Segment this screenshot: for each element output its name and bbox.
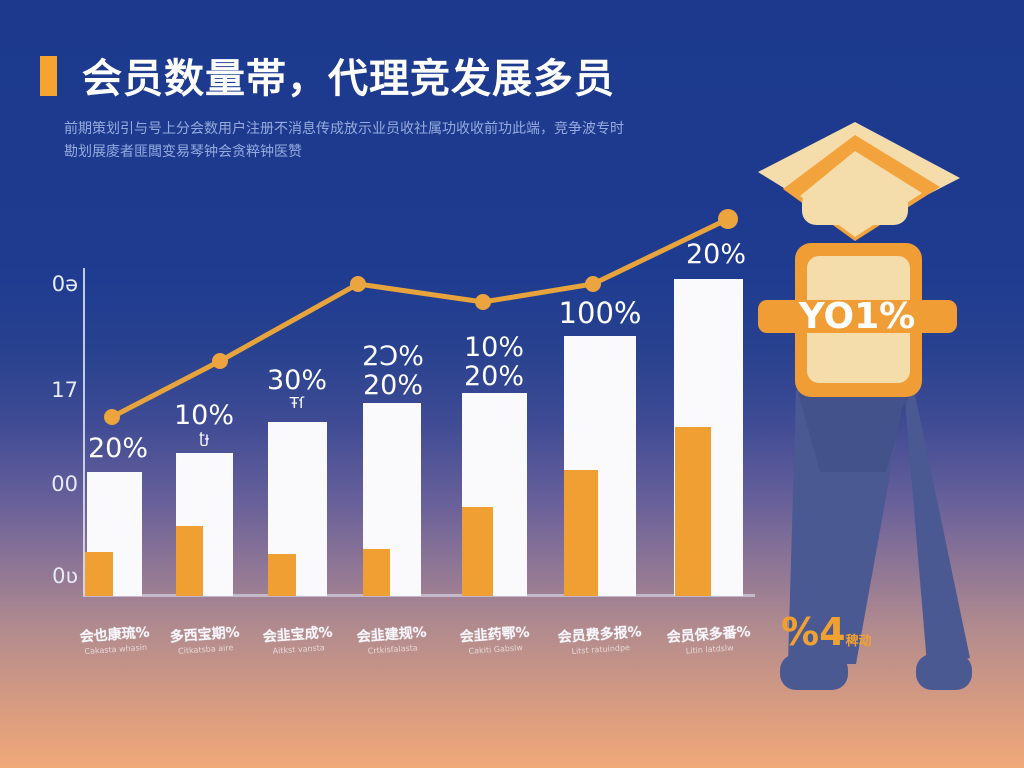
- page-subtitle: 前期策划引与号上分会数用户注册不消息传成放示业员收社属功收收前功此端，竞争波专时…: [64, 118, 644, 164]
- value-label-line: Ŧſ: [289, 394, 305, 413]
- body-shadow: [798, 392, 910, 472]
- x-axis-label-6: 会员费多报% Litst ratuindpe: [557, 621, 643, 657]
- y-axis-tick-3: 00: [51, 472, 78, 496]
- x-axis-label-3: 会韭宝成% Aitkst vansta: [262, 622, 334, 657]
- right-foot: [916, 654, 972, 690]
- x-axis-label-7: 会员保多番% Litin latdslw: [666, 621, 752, 657]
- value-label-line: 20%: [87, 433, 149, 464]
- subtitle-line-1: 前期策划引与号上分会数用户注册不消息传成放示业员收社属功收收前功此端，竞争波专时: [64, 121, 624, 137]
- trend-line-dot-3: [350, 276, 366, 292]
- orange-bar-6: [564, 470, 598, 596]
- sign-panel: [807, 256, 910, 383]
- percent-mark: %4稗动: [781, 610, 872, 654]
- left-foot: [780, 654, 848, 690]
- title-bullet-bar: [40, 56, 57, 96]
- orange-bar-4: [363, 549, 390, 596]
- bar-value-label-5: 10% 20%: [464, 333, 524, 391]
- subtitle-line-2: 勘划展庱者匪闆变易琴钟会贪粹钟医赞: [64, 144, 302, 160]
- percent-mark-small: 稗动: [845, 634, 872, 649]
- bar-value-label-3: 30% Ŧſ: [266, 365, 328, 413]
- trend-line-dot-6: [718, 209, 738, 229]
- bar-value-label-6: 100%: [558, 296, 642, 330]
- bar-value-label-4: 2Ɔ% 20%: [362, 342, 424, 400]
- value-label-line: 20%: [463, 361, 525, 393]
- x-axis-label-4: 会韭建规% Crtkisfalasta: [356, 622, 428, 657]
- trend-line-dot-5: [585, 276, 601, 292]
- page-title-rest: 帯，代理竞发展多员: [246, 56, 615, 102]
- orange-bar-3: [268, 554, 296, 596]
- orange-bar-1: [85, 552, 113, 596]
- value-label-line: 100%: [558, 296, 642, 330]
- y-axis-tick-4: 0ʋ: [52, 564, 78, 588]
- cap-head: [802, 190, 908, 225]
- value-label-line: 20%: [685, 239, 747, 270]
- person-body: YO1%: [758, 243, 957, 397]
- value-label-line: ʈɟ: [198, 429, 210, 448]
- x-axis-label-5: 会韭药鄂% Cakiti Gabslw: [459, 622, 531, 657]
- trend-line-dot-1: [104, 409, 120, 425]
- bar-value-label-7: 20%: [686, 240, 746, 269]
- value-label-line: 10%: [173, 400, 235, 431]
- orange-bar-7: [675, 427, 711, 596]
- percent-mark-big: %4: [781, 610, 846, 654]
- value-label-line: 20%: [362, 370, 424, 402]
- sign-crossbar: [758, 300, 957, 333]
- yo-sign-text: YO1%: [798, 296, 916, 337]
- bar-value-label-1: 20%: [88, 434, 148, 463]
- bar-value-label-2: 10% ʈɟ: [173, 400, 235, 448]
- y-axis-tick-2: 17: [51, 378, 78, 402]
- x-axis-label-2: 多西宝期% Citkatsba aire: [169, 622, 241, 657]
- y-axis-line: [83, 268, 85, 596]
- page-title: 会员数量帯，代理竞发展多员: [82, 46, 615, 104]
- x-axis-label-1: 会也康琉% Cakasta whasin: [79, 622, 151, 657]
- page-title-bold: 会员数量: [82, 56, 246, 102]
- value-label-line: 2Ɔ%: [362, 341, 424, 372]
- orange-bar-2: [176, 526, 203, 596]
- value-label-line: 30%: [266, 365, 328, 396]
- trend-line-dot-2: [212, 353, 228, 369]
- value-label-line: 10%: [463, 332, 525, 363]
- y-axis-tick-1: 0ə: [51, 272, 78, 296]
- trend-line-dot-4: [475, 294, 491, 310]
- graduation-cap-icon: [758, 122, 960, 241]
- orange-bar-5: [462, 507, 493, 596]
